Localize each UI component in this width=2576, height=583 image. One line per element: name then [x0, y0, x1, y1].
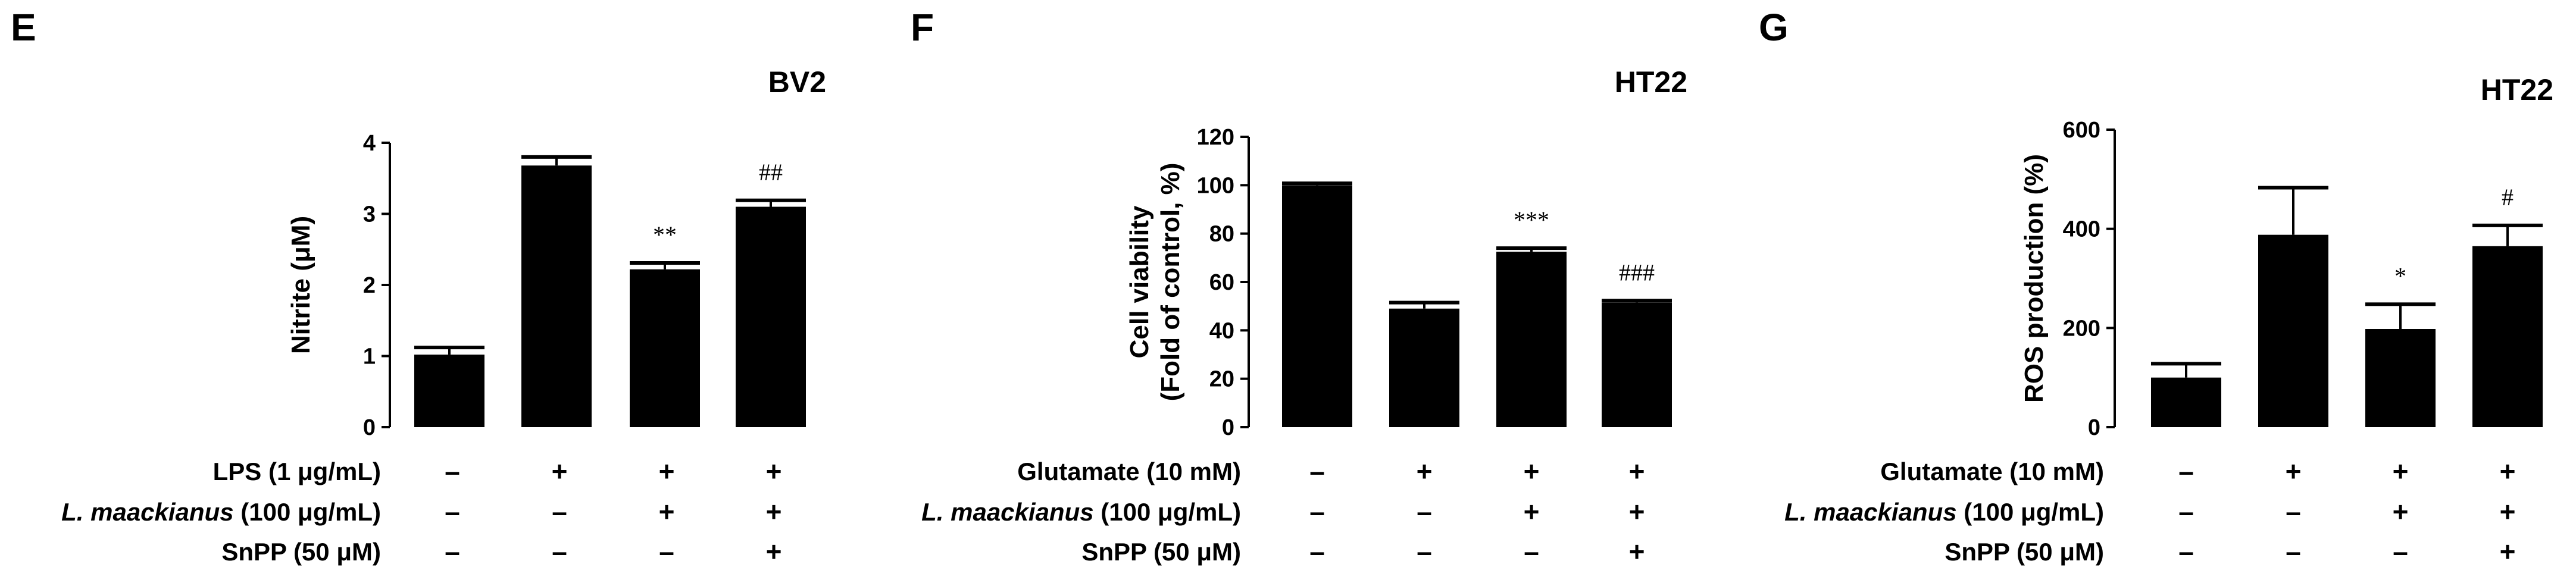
plus-sign: + — [659, 456, 675, 487]
bar-4 — [2472, 246, 2543, 427]
y-tick-label: 60 — [1209, 270, 1234, 295]
bar-3 — [2365, 329, 2436, 427]
bar-1 — [2151, 377, 2221, 427]
panel-letter: E — [11, 6, 36, 49]
plus-sign: + — [766, 456, 782, 487]
bar-4 — [736, 206, 806, 427]
plus-sign: + — [2393, 496, 2409, 527]
minus-sign: – — [659, 536, 674, 567]
treatment-label-2: L. maackianus (100 μg/mL) — [61, 498, 381, 526]
minus-sign: – — [552, 496, 567, 527]
bar-2 — [521, 165, 592, 427]
significance-mark-3: ** — [653, 221, 677, 248]
bar-1 — [414, 355, 484, 427]
significance-mark-3: *** — [1514, 206, 1549, 233]
minus-sign: – — [1524, 536, 1539, 567]
treatment-label-3: SnPP (50 μM) — [221, 538, 381, 566]
chart-panel-g: G HT22 0 200 400 600 ROS production (%) * # Gluta… — [1759, 6, 2553, 567]
minus-sign: – — [552, 536, 567, 567]
significance-mark-4: # — [2502, 184, 2514, 211]
plus-sign: + — [1417, 456, 1433, 487]
minus-sign: – — [2286, 496, 2301, 527]
plus-sign: + — [1524, 456, 1540, 487]
y-axis-title: Cell viability(Fold of control, %) — [1125, 163, 1185, 402]
minus-sign: – — [445, 456, 460, 487]
plus-sign: + — [2500, 456, 2516, 487]
plus-sign: + — [766, 496, 782, 527]
plus-sign: + — [1629, 456, 1645, 487]
minus-sign: – — [2286, 536, 2301, 567]
plus-sign: + — [659, 496, 675, 527]
y-tick-label: 120 — [1197, 125, 1234, 150]
minus-sign: – — [445, 536, 460, 567]
y-tick-label: 400 — [2063, 217, 2100, 242]
y-tick-label: 20 — [1209, 367, 1234, 392]
panel-letter: F — [911, 6, 934, 49]
y-tick-label: 200 — [2063, 316, 2100, 341]
y-tick-label: 80 — [1209, 222, 1234, 247]
y-tick-label: 3 — [363, 202, 376, 227]
treatment-label-2: L. maackianus (100 μg/mL) — [921, 498, 1241, 526]
plus-sign: + — [766, 536, 782, 567]
minus-sign: – — [1417, 536, 1432, 567]
minus-sign: – — [1309, 536, 1325, 567]
plus-sign: + — [2500, 536, 2516, 567]
bar-1 — [1282, 185, 1352, 427]
minus-sign: – — [1309, 456, 1325, 487]
y-tick-label: 2 — [363, 273, 376, 298]
treatment-label-1: Glutamate (10 mM) — [1880, 457, 2104, 485]
treatment-label-1: LPS (1 μg/mL) — [213, 457, 381, 485]
minus-sign: – — [1417, 496, 1432, 527]
treatment-label-3: SnPP (50 μM) — [1081, 538, 1241, 566]
chart-panel-f: F HT22 0 20 40 60 80 100 120 Cell viability(Fold … — [911, 6, 1687, 567]
plus-sign: + — [1524, 496, 1540, 527]
panel-title: BV2 — [768, 65, 826, 99]
y-tick-label: 4 — [363, 131, 376, 156]
chart-panel-e: E BV2 0 1 2 3 4 Nitrite (μM) ** ## LPS (1 μg/mL) – +… — [11, 6, 826, 567]
treatment-label-1: Glutamate (10 mM) — [1017, 457, 1241, 485]
y-tick-label: 0 — [2088, 415, 2100, 440]
y-tick-label: 100 — [1197, 173, 1234, 198]
plus-sign: + — [1629, 496, 1645, 527]
bar-2 — [2258, 234, 2328, 427]
bar-4 — [1602, 302, 1672, 427]
minus-sign: – — [1309, 496, 1325, 527]
significance-mark-4: ### — [1619, 259, 1655, 286]
y-tick-label: 40 — [1209, 318, 1234, 343]
panel-title: HT22 — [2481, 73, 2553, 106]
y-tick-label: 0 — [363, 415, 376, 440]
plus-sign: + — [2286, 456, 2302, 487]
minus-sign: – — [2178, 536, 2194, 567]
y-axis-title: ROS production (%) — [2019, 154, 2049, 403]
minus-sign: – — [2393, 536, 2408, 567]
significance-mark-3: * — [2394, 262, 2406, 289]
y-tick-label: 0 — [1222, 415, 1234, 440]
plus-sign: + — [552, 456, 568, 487]
treatment-label-2: L. maackianus (100 μg/mL) — [1784, 498, 2104, 526]
panel-title: HT22 — [1615, 65, 1687, 99]
treatment-label-3: SnPP (50 μM) — [1944, 538, 2104, 566]
bar-3 — [630, 269, 700, 427]
plus-sign: + — [2500, 496, 2516, 527]
y-tick-label: 600 — [2063, 118, 2100, 143]
panel-letter: G — [1759, 6, 1789, 49]
minus-sign: – — [2178, 496, 2194, 527]
plus-sign: + — [1629, 536, 1645, 567]
bar-2 — [1389, 308, 1459, 427]
y-axis-title: Nitrite (μM) — [286, 216, 315, 354]
bar-3 — [1496, 252, 1567, 427]
significance-mark-4: ## — [759, 159, 783, 186]
plus-sign: + — [2393, 456, 2409, 487]
minus-sign: – — [2178, 456, 2194, 487]
y-tick-label: 1 — [363, 344, 376, 369]
minus-sign: – — [445, 496, 460, 527]
